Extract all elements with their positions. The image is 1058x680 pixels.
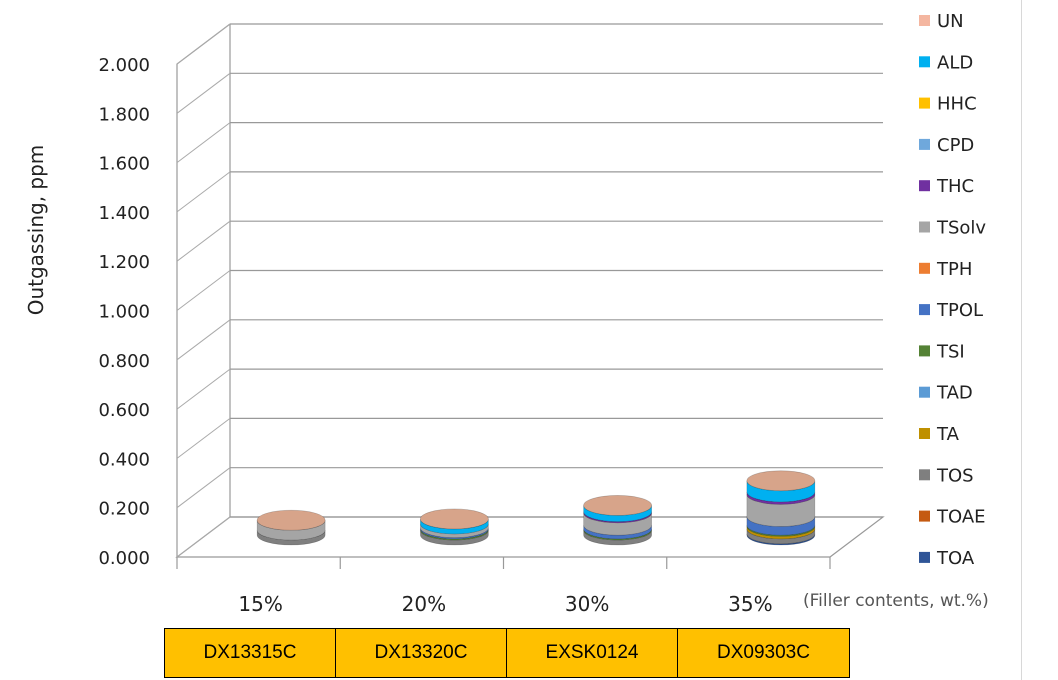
sample-cell: DX09303C xyxy=(678,629,849,677)
legend-swatch xyxy=(919,262,930,274)
y-gridline xyxy=(176,368,883,410)
y-tick-label: 1.400 xyxy=(98,203,150,224)
bar-top xyxy=(256,509,326,531)
y-gridline xyxy=(176,121,883,163)
y-tick-label: 2.000 xyxy=(98,55,150,76)
x-tick-label: 15% xyxy=(238,592,282,616)
legend-item: TPH xyxy=(919,259,972,280)
bar-stack xyxy=(420,508,489,546)
legend-swatch xyxy=(919,428,930,439)
legend-label: HHC xyxy=(937,94,977,115)
y-tick-label: 0.000 xyxy=(98,548,150,569)
legend-item: UN xyxy=(919,11,964,32)
legend-swatch xyxy=(919,138,930,150)
x-tick-label: 35% xyxy=(728,592,772,616)
legend: UN ALD HHC CPD THC TSolv TPH TPOL TSI TAD TA TOS TOA… xyxy=(919,11,986,569)
legend-swatch xyxy=(919,15,930,26)
y-tick-label: 0.400 xyxy=(98,449,150,470)
legend-swatch xyxy=(919,345,930,357)
legend-item: ALD xyxy=(919,52,973,73)
legend-swatch xyxy=(919,180,930,192)
bar-top xyxy=(583,495,652,516)
legend-swatch xyxy=(919,551,930,563)
legend-swatch xyxy=(919,97,930,109)
legend-swatch xyxy=(919,510,930,522)
y-gridline xyxy=(176,171,883,213)
legend-label: CPD xyxy=(937,135,974,156)
legend-label: THC xyxy=(936,176,974,197)
y-tick-label: 1.000 xyxy=(98,302,150,323)
legend-label: TPH xyxy=(936,259,972,280)
sample-cell: EXSK0124 xyxy=(507,629,678,677)
legend-item: TA xyxy=(919,424,960,445)
y-axis-label: Outgassing, ppm xyxy=(24,145,48,316)
legend-item: THC xyxy=(919,176,974,197)
legend-label: ALD xyxy=(937,52,973,73)
x-tick-label: 30% xyxy=(565,592,609,616)
y-tick-label: 1.600 xyxy=(98,154,150,175)
legend-item: CPD xyxy=(919,135,974,156)
legend-label: UN xyxy=(937,11,964,32)
legend-label: TOA xyxy=(936,548,975,569)
bar-top xyxy=(746,470,816,492)
x-axis-ticks: 15% 20% 30% 35% xyxy=(176,557,831,616)
legend-label: TSI xyxy=(936,341,965,362)
legend-item: TOS xyxy=(919,465,974,486)
y-gridline xyxy=(176,467,883,509)
y-gridline xyxy=(176,72,883,114)
legend-item: HHC xyxy=(919,94,977,115)
legend-item: TOAE xyxy=(919,507,986,528)
legend-label: TSolv xyxy=(936,218,986,239)
legend-label: TOAE xyxy=(936,507,986,528)
legend-item: TAD xyxy=(919,383,973,404)
legend-item: TPOL xyxy=(919,300,983,321)
legend-swatch xyxy=(919,469,930,481)
sample-cell: DX13315C xyxy=(165,629,336,677)
sample-cell: DX13320C xyxy=(336,629,507,677)
legend-swatch xyxy=(919,386,930,398)
sample-table: DX13315C DX13320C EXSK0124 DX09303C xyxy=(164,628,850,678)
legend-label: TA xyxy=(936,424,960,445)
x-axis-note: (Filler contents, wt.%) xyxy=(803,591,989,611)
y-axis-ticks: 0.000 0.200 0.400 0.600 0.800 1.000 1.200 1.400… xyxy=(98,23,883,569)
y-gridline xyxy=(176,319,883,361)
y-gridline xyxy=(176,23,883,65)
bar-stack xyxy=(583,495,652,546)
legend-item: TSolv xyxy=(919,218,986,239)
bar-stack xyxy=(256,509,326,546)
y-tick-label: 0.800 xyxy=(98,351,150,372)
bar-stack xyxy=(746,470,816,546)
y-tick-label: 1.200 xyxy=(98,252,150,273)
legend-label: TPOL xyxy=(936,300,983,321)
y-tick-label: 1.800 xyxy=(98,104,150,125)
y-tick-label: 0.200 xyxy=(98,499,150,520)
bar-top xyxy=(420,508,489,530)
y-tick-label: 0.600 xyxy=(98,400,150,421)
legend-item: TOA xyxy=(919,548,975,569)
y-gridline xyxy=(176,220,883,262)
divider-line xyxy=(1021,0,1022,680)
y-gridline xyxy=(176,417,883,459)
legend-label: TOS xyxy=(936,465,974,486)
x-tick-label: 20% xyxy=(402,592,446,616)
legend-swatch xyxy=(919,304,930,316)
y-gridline xyxy=(176,269,883,311)
legend-label: TAD xyxy=(936,383,973,404)
bars xyxy=(256,470,816,546)
legend-swatch xyxy=(919,221,930,233)
legend-swatch xyxy=(919,56,930,68)
legend-item: TSI xyxy=(919,341,965,362)
